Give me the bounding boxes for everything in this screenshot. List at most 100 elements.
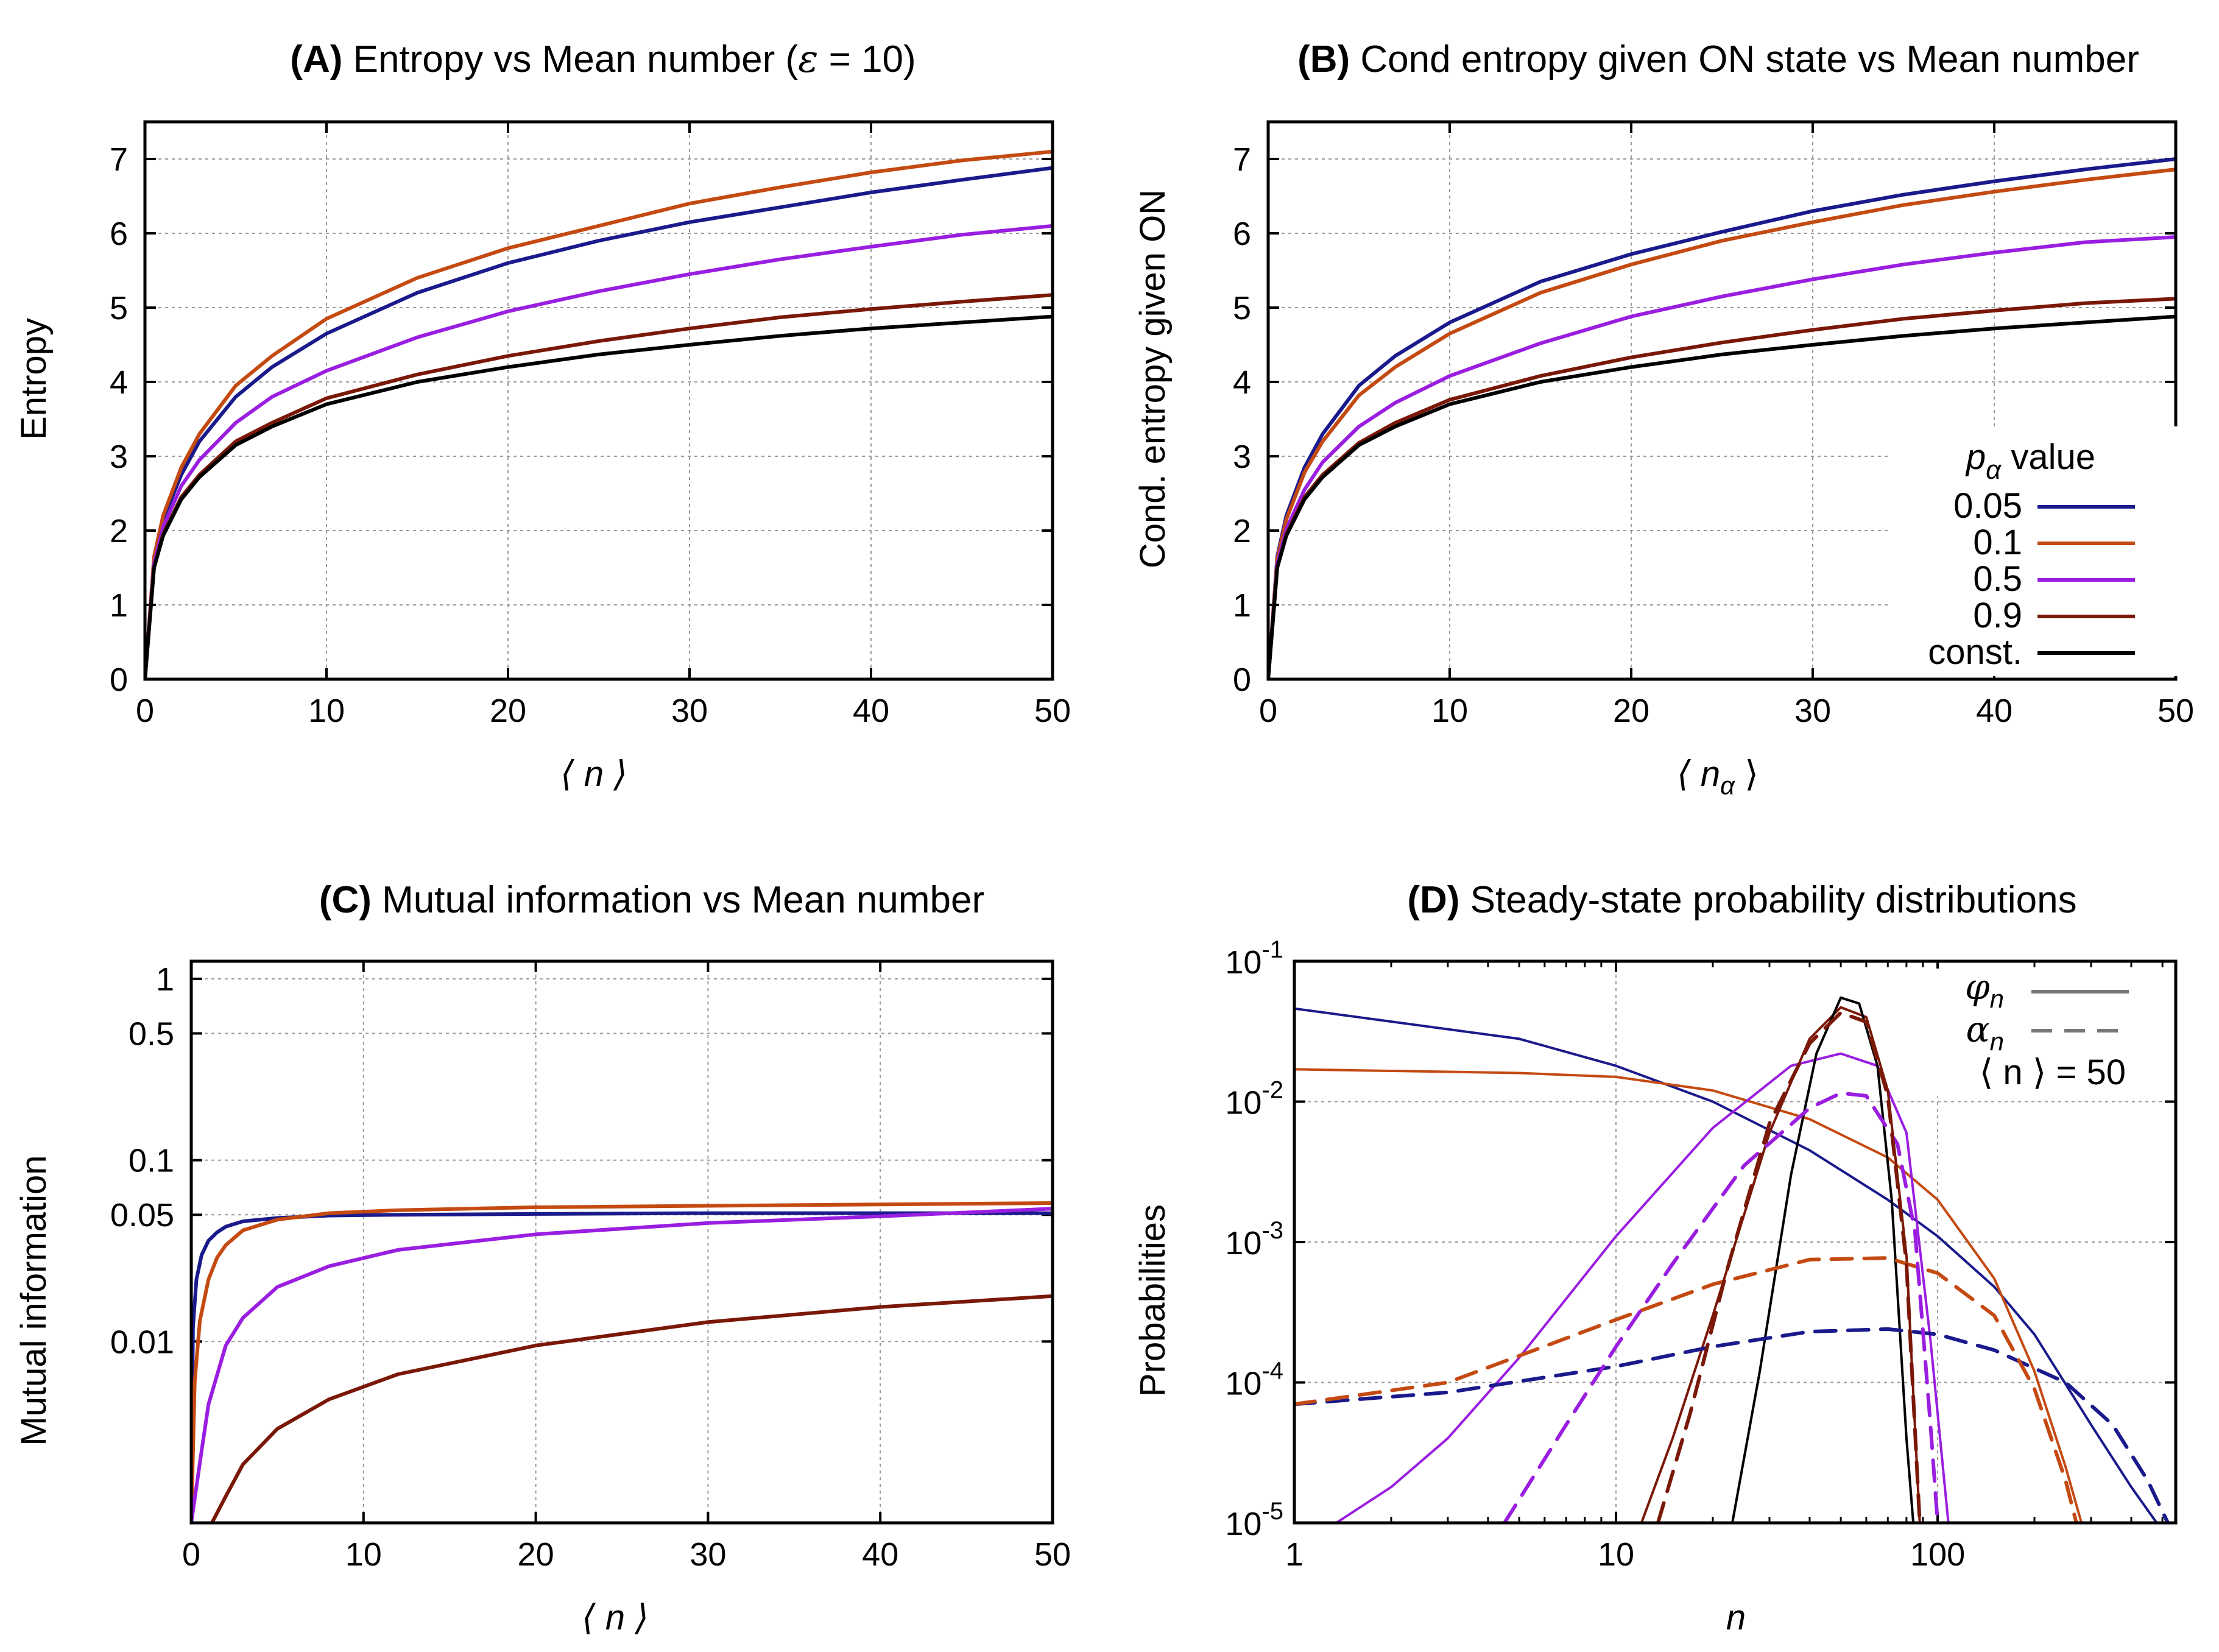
panel-a-ytick-label: 6 bbox=[110, 216, 128, 252]
panel-a-ytick-label: 7 bbox=[110, 141, 128, 178]
panel-b-title: (B) Cond entropy given ON state vs Mean … bbox=[1297, 38, 2139, 80]
panel-a-series bbox=[145, 149, 1053, 679]
legend-d-phi-label: φn bbox=[1965, 966, 2004, 1013]
panel-b-xtick-label: 30 bbox=[1794, 693, 1831, 729]
panel-b-series-const- bbox=[1268, 314, 2176, 679]
panel-a-ytick-label: 5 bbox=[110, 290, 128, 327]
panel-c-xtick-label: 10 bbox=[345, 1536, 382, 1573]
panel-a-ytick-label: 1 bbox=[110, 587, 128, 624]
legend-entry-label: 0.5 bbox=[1973, 559, 2022, 599]
panel-c-ytick-label: 0.1 bbox=[129, 1143, 174, 1179]
panel-b-xtick-label: 50 bbox=[2157, 693, 2194, 729]
panel-b-ytick-label: 2 bbox=[1233, 513, 1251, 549]
panel-b-ytick-label: 4 bbox=[1233, 364, 1251, 401]
panel-d-ylabel: Probabilities bbox=[1133, 1204, 1173, 1397]
panel-d-series-alpha-0-05 bbox=[1294, 1327, 2170, 1523]
panel-c-series-0-1 bbox=[191, 1201, 1053, 1523]
panel-a-series-0-05 bbox=[145, 166, 1053, 679]
legend-entry-label: 0.9 bbox=[1973, 596, 2022, 635]
panel-c-series-0-9 bbox=[210, 1294, 1053, 1523]
panel-b-ytick-label: 0 bbox=[1233, 662, 1251, 698]
panel-a-xtick-label: 10 bbox=[308, 693, 345, 729]
panel-c-xtick-label: 40 bbox=[862, 1536, 898, 1573]
panel-b-xlabel: ⟨ nα ⟩ bbox=[1677, 754, 1759, 800]
panel-b: (B) Cond entropy given ON state vs Mean … bbox=[1133, 38, 2194, 800]
panel-d-ytick-label: 10-2 bbox=[1225, 1077, 1283, 1121]
panel-a-xtick-label: 50 bbox=[1034, 693, 1071, 729]
panel-a-xlabel: ⟨ n ⟩ bbox=[560, 754, 627, 794]
panel-c-series-0-5 bbox=[191, 1207, 1053, 1523]
panel-d-series-phi-0-5 bbox=[1335, 1052, 1950, 1523]
panel-d-xtick-label: 1 bbox=[1285, 1536, 1304, 1573]
panel-a-xtick-label: 30 bbox=[671, 693, 708, 729]
panel-b-series-0-5 bbox=[1268, 235, 2176, 679]
panel-d-series-alpha-0-5 bbox=[1502, 1091, 1940, 1523]
panel-d-xtick-label: 100 bbox=[1910, 1536, 1965, 1573]
panel-c-ytick-label: 0.05 bbox=[110, 1197, 174, 1234]
panel-b-ytick-label: 6 bbox=[1233, 216, 1251, 252]
panel-c-series bbox=[191, 1201, 1053, 1523]
panel-a-frame bbox=[143, 120, 1054, 681]
panel-c: (C) Mutual information vs Mean number 0 1… bbox=[14, 879, 1071, 1637]
panel-b-xtick-label: 20 bbox=[1613, 693, 1649, 729]
panel-b-series bbox=[1268, 157, 2176, 679]
panel-a-series-0-1 bbox=[145, 149, 1053, 679]
panel-d-ytick-label: 10-5 bbox=[1225, 1498, 1283, 1542]
panel-d: (D) Steady-state probability distributio… bbox=[1133, 879, 2178, 1637]
panel-a-series-const- bbox=[145, 314, 1053, 679]
panel-d-ytick-label: 10-4 bbox=[1225, 1358, 1283, 1402]
panel-d-xtick-label: 10 bbox=[1598, 1536, 1634, 1573]
panel-a-xtick-label: 40 bbox=[853, 693, 889, 729]
legend-entry-label: const. bbox=[1928, 632, 2022, 672]
panel-a-title: (A) Entropy vs Mean number (ε = 10) bbox=[290, 37, 915, 81]
panel-b-xtick-label: 0 bbox=[1259, 693, 1277, 729]
panel-c-ytick-label: 1 bbox=[156, 961, 174, 998]
panel-c-xtick-label: 30 bbox=[690, 1536, 726, 1573]
panel-c-series-0-05 bbox=[191, 1211, 1053, 1523]
panel-c-ytick-label: 0.01 bbox=[110, 1324, 174, 1360]
legend-entry-label: 0.05 bbox=[1953, 486, 2022, 526]
panel-c-frame bbox=[189, 959, 1054, 1525]
panel-d-title: (D) Steady-state probability distributio… bbox=[1407, 879, 2076, 921]
legend-entry-label: 0.1 bbox=[1973, 523, 2022, 562]
panel-a-ytick-label: 4 bbox=[110, 364, 128, 401]
panel-a-ytick-label: 0 bbox=[110, 662, 128, 698]
panel-c-xtick-label: 20 bbox=[518, 1536, 554, 1573]
panel-c-ytick-label: 0.5 bbox=[129, 1015, 174, 1052]
legend-background bbox=[1891, 426, 2178, 676]
panel-d-ytick-label: 10-1 bbox=[1225, 936, 1283, 981]
panel-d-ytick-label: 10-3 bbox=[1225, 1217, 1283, 1262]
panel-b-series-0-1 bbox=[1268, 168, 2176, 679]
panel-a-xtick-label: 0 bbox=[136, 693, 154, 729]
panel-c-xtick-label: 0 bbox=[182, 1536, 200, 1573]
panel-a-ytick-label: 2 bbox=[110, 513, 128, 549]
panel-b-ytick-label: 5 bbox=[1233, 290, 1251, 327]
panel-b-frame bbox=[1266, 120, 2178, 681]
panel-b-xtick-label: 10 bbox=[1431, 693, 1468, 729]
panel-a: (A) Entropy vs Mean number (ε = 10) 0 10 2… bbox=[14, 37, 1071, 794]
panel-a-series-0-5 bbox=[145, 224, 1053, 679]
panel-c-xlabel: ⟨ n ⟩ bbox=[582, 1598, 649, 1637]
panel-b-xtick-label: 40 bbox=[1976, 693, 2013, 729]
panel-b-ytick-label: 1 bbox=[1233, 587, 1251, 624]
panel-a-ylabel: Entropy bbox=[14, 318, 54, 440]
panel-d-series-phi-0-9 bbox=[1640, 1006, 1921, 1523]
legend-d-mean-label: ⟨ n ⟩ = 50 bbox=[1980, 1053, 2126, 1092]
panel-c-title: (C) Mutual information vs Mean number bbox=[319, 879, 984, 921]
panel-c-ylabel: Mutual information bbox=[14, 1155, 54, 1446]
panel-d-series bbox=[1294, 996, 2170, 1523]
panel-d-series-phi-0-1 bbox=[1294, 1068, 2083, 1523]
panel-a-ytick-label: 3 bbox=[110, 439, 128, 475]
legend-title: pα value bbox=[1965, 437, 2095, 485]
panel-b-ytick-label: 3 bbox=[1233, 439, 1251, 475]
panel-a-xtick-label: 20 bbox=[490, 693, 526, 729]
panel-d-series-alpha-0-1 bbox=[1294, 1256, 2078, 1523]
panel-d-frame bbox=[1293, 959, 2178, 1525]
panel-d-series-phi-const- bbox=[1731, 996, 1915, 1523]
panel-b-ytick-label: 7 bbox=[1233, 141, 1251, 178]
panel-b-ylabel: Cond. entropy given ON bbox=[1133, 189, 1173, 568]
legend-d-alpha-label: αn bbox=[1966, 1009, 2004, 1056]
panel-c-xtick-label: 50 bbox=[1034, 1536, 1071, 1573]
